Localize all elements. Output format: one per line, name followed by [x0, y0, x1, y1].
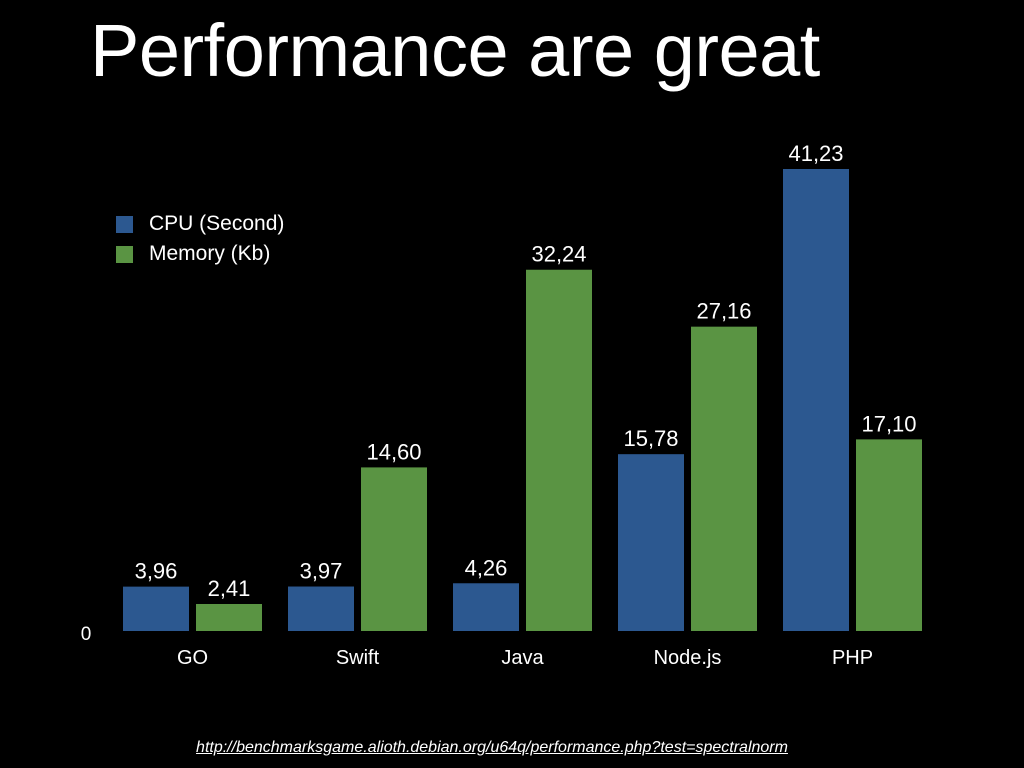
source-link[interactable]: http://benchmarksgame.alioth.debian.org/… [196, 739, 788, 756]
data-label-memory-php: 17,10 [861, 411, 916, 436]
data-label-cpu-go: 3,96 [135, 559, 178, 584]
x-tick-label-java: Java [501, 647, 544, 669]
x-tick-label-php: PHP [832, 647, 873, 669]
bar-memory-java [526, 269, 592, 631]
data-label-cpu-php: 41,23 [788, 141, 843, 166]
chart-legend: CPU (Second) Memory (Kb) [116, 209, 284, 269]
bar-cpu-node-js [618, 454, 684, 631]
x-tick-label-node-js: Node.js [654, 647, 722, 669]
data-label-cpu-node-js: 15,78 [623, 426, 678, 451]
bar-cpu-php [783, 169, 849, 631]
data-label-cpu-swift: 3,97 [300, 559, 343, 584]
bar-cpu-java [453, 583, 519, 631]
legend-item-cpu: CPU (Second) [116, 209, 284, 239]
legend-swatch-memory [116, 245, 133, 263]
legend-swatch-cpu [116, 215, 133, 233]
bar-memory-swift [361, 467, 427, 631]
data-label-memory-swift: 14,60 [366, 439, 421, 464]
x-tick-label-swift: Swift [336, 647, 380, 669]
legend-label-memory: Memory (Kb) [149, 242, 271, 265]
data-label-memory-java: 32,24 [531, 242, 586, 267]
slide-title: Performance are great [90, 9, 820, 92]
legend-item-memory: Memory (Kb) [116, 239, 284, 269]
bar-memory-go [196, 603, 262, 631]
data-label-memory-go: 2,41 [208, 576, 251, 601]
bar-memory-node-js [691, 326, 757, 631]
x-tick-label-go: GO [177, 647, 208, 669]
y-axis-zero-label: 0 [81, 624, 92, 645]
bar-cpu-go [123, 586, 189, 631]
bar-chart: 3,96 2,41 GO 3,97 14,60 Swift 4,26 32,24 Java 15,… [81, 141, 922, 669]
data-label-memory-node-js: 27,16 [696, 299, 751, 324]
bar-memory-php [856, 439, 922, 631]
data-label-cpu-java: 4,26 [465, 555, 508, 580]
bar-cpu-swift [288, 586, 354, 631]
legend-label-cpu: CPU (Second) [149, 212, 285, 235]
